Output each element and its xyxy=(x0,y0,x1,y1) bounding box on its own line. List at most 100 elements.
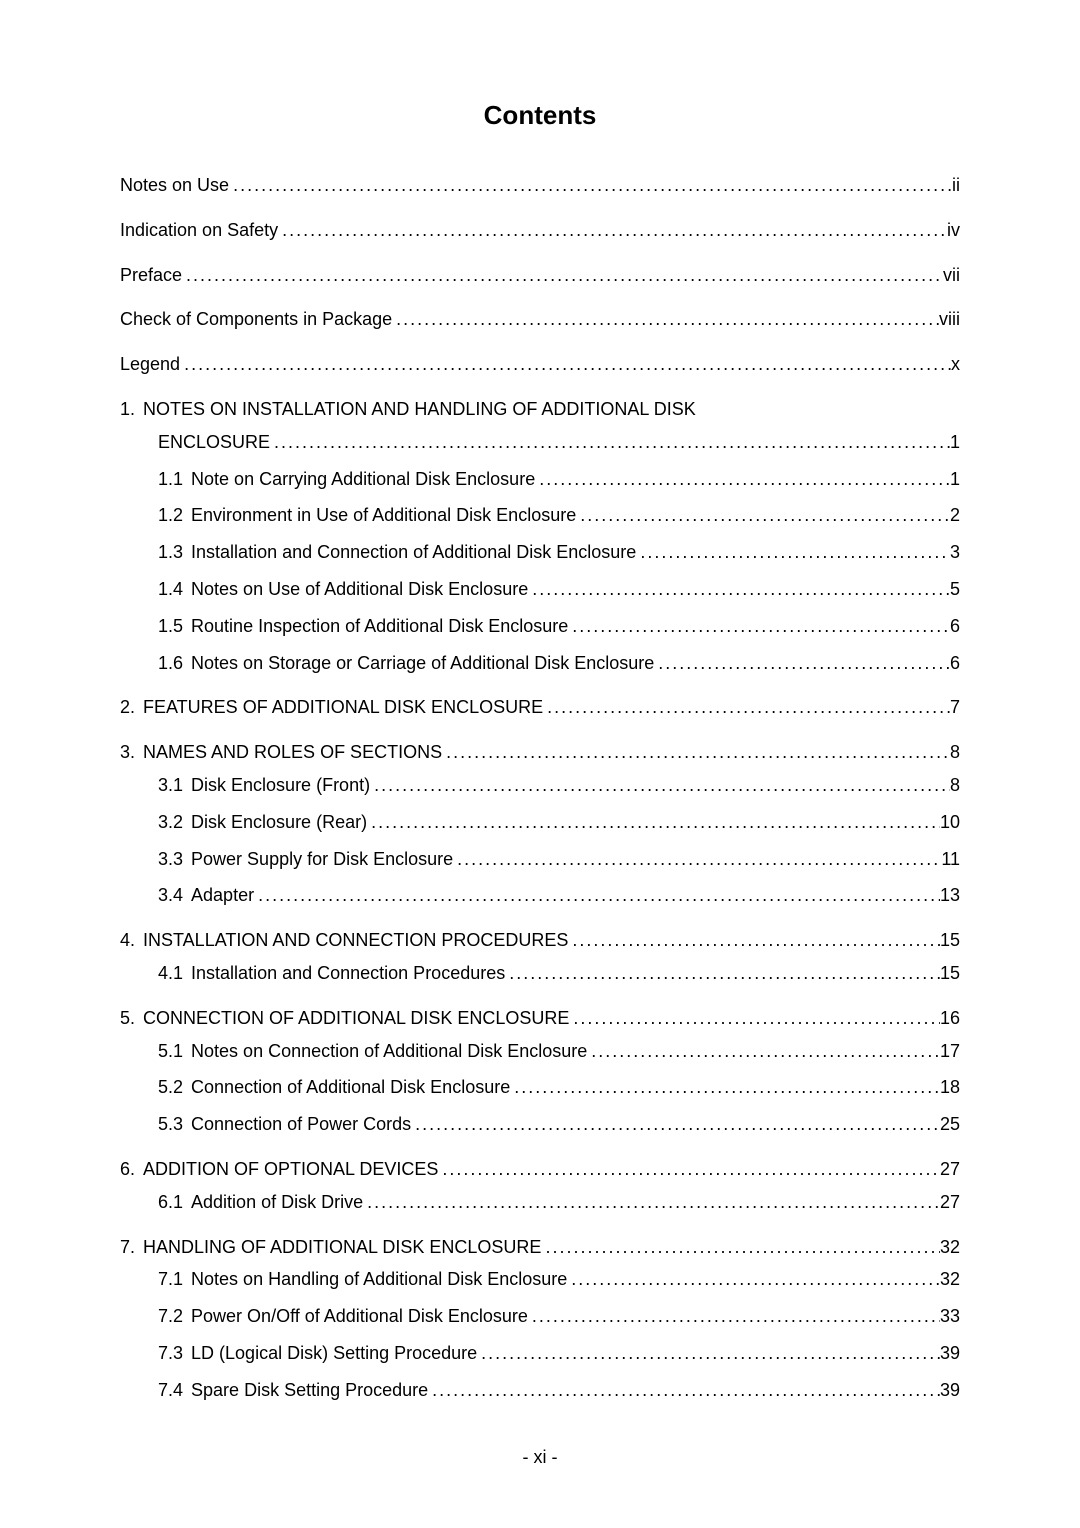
toc-leader: ........................................… xyxy=(363,1188,940,1217)
toc-section: 4.INSTALLATION AND CONNECTION PROCEDURES… xyxy=(120,926,960,988)
toc-page: 1 xyxy=(950,428,960,457)
toc-entry: Check of Components in Package..........… xyxy=(120,305,960,334)
toc-label: NAMES AND ROLES OF SECTIONS xyxy=(143,738,442,767)
toc-subsection-list: 6.1Addition of Disk Drive...............… xyxy=(120,1188,960,1217)
toc-number: 3.2 xyxy=(158,808,183,837)
toc-page: 3 xyxy=(950,538,960,567)
toc-leader: ........................................… xyxy=(254,881,940,910)
toc-page: 39 xyxy=(940,1376,960,1405)
toc-label: Spare Disk Setting Procedure xyxy=(191,1376,428,1405)
toc-subsection-list: 7.1 Notes on Handling of Additional Disk … xyxy=(120,1265,960,1404)
toc-label: Connection of Power Cords xyxy=(191,1110,411,1139)
toc-label: Legend xyxy=(120,350,180,379)
toc-label: Disk Enclosure (Rear) xyxy=(191,808,367,837)
toc-page: 11 xyxy=(941,845,960,874)
page-footer: - xi - xyxy=(0,1447,1080,1468)
toc-number: 3.1 xyxy=(158,771,183,800)
toc-entry: 3.NAMES AND ROLES OF SECTIONS...........… xyxy=(120,738,960,767)
toc-leader: ........................................… xyxy=(528,1302,940,1331)
toc-label: Preface xyxy=(120,261,182,290)
toc-leader: ........................................… xyxy=(541,1233,940,1262)
toc-leader: ........................................… xyxy=(543,693,950,722)
toc-page: 16 xyxy=(940,1004,960,1033)
toc-page: 27 xyxy=(940,1155,960,1184)
toc-entry: 4.INSTALLATION AND CONNECTION PROCEDURES… xyxy=(120,926,960,955)
toc-number: 3.4 xyxy=(158,881,183,910)
toc-page: iv xyxy=(947,216,960,245)
toc-page: 17 xyxy=(940,1037,960,1066)
front-matter-list: Notes on Use............................… xyxy=(120,171,960,379)
toc-number: 2. xyxy=(120,693,135,722)
toc-label: ENCLOSURE xyxy=(158,428,270,457)
toc-number: 3.3 xyxy=(158,845,183,874)
toc-page: 1 xyxy=(950,465,960,494)
toc-label: Indication on Safety xyxy=(120,216,278,245)
toc-subsection-list: 1.1 Note on Carrying Additional Disk Encl… xyxy=(120,465,960,678)
toc-number: 7.2 xyxy=(158,1302,183,1331)
toc-page: 15 xyxy=(940,926,960,955)
toc-page: vii xyxy=(943,261,960,290)
toc-leader: ........................................… xyxy=(392,305,939,334)
toc-leader: ........................................… xyxy=(278,216,947,245)
toc-entry: 1.4Notes on Use of Additional Disk Enclo… xyxy=(158,575,960,604)
toc-number: 5.3 xyxy=(158,1110,183,1139)
toc-number: 6.1 xyxy=(158,1188,183,1217)
toc-label: Routine Inspection of Additional Disk En… xyxy=(191,612,568,641)
toc-leader: ........................................… xyxy=(567,1265,940,1294)
toc-section: 7.HANDLING OF ADDITIONAL DISK ENCLOSURE.… xyxy=(120,1233,960,1405)
toc-entry: 4.1Installation and Connection Procedure… xyxy=(158,959,960,988)
toc-label: Notes on Storage or Carriage of Addition… xyxy=(191,649,654,678)
toc-label: Notes on Connection of Additional Disk E… xyxy=(191,1037,587,1066)
toc-section: 5.CONNECTION OF ADDITIONAL DISK ENCLOSUR… xyxy=(120,1004,960,1139)
toc-entry: Legend..................................… xyxy=(120,350,960,379)
toc-number: 1. xyxy=(120,395,135,424)
toc-entry: 3.1Disk Enclosure (Front)...............… xyxy=(158,771,960,800)
toc-label: Notes on Handling of Additional Disk Enc… xyxy=(191,1265,567,1294)
toc-section: 3. NAMES AND ROLES OF SECTIONS...........… xyxy=(120,738,960,910)
toc-entry: 6.ADDITION OF OPTIONAL DEVICES..........… xyxy=(120,1155,960,1184)
toc-page: 5 xyxy=(950,575,960,604)
toc-number: 1.2 xyxy=(158,501,183,530)
toc-page: 32 xyxy=(940,1233,960,1262)
toc-number: 5. xyxy=(120,1004,135,1033)
toc-number: 1.1 xyxy=(158,465,183,494)
toc-page: 27 xyxy=(940,1188,960,1217)
toc-section: 6.ADDITION OF OPTIONAL DEVICES..........… xyxy=(120,1155,960,1217)
toc-entry: 2.FEATURES OF ADDITIONAL DISK ENCLOSURE.… xyxy=(120,693,960,722)
toc-entry: 7.2Power On/Off of Additional Disk Enclo… xyxy=(158,1302,960,1331)
toc-entry: 7.HANDLING OF ADDITIONAL DISK ENCLOSURE.… xyxy=(120,1233,960,1262)
toc-label: ADDITION OF OPTIONAL DEVICES xyxy=(143,1155,438,1184)
toc-label: LD (Logical Disk) Setting Procedure xyxy=(191,1339,477,1368)
toc-page: x xyxy=(951,350,960,379)
toc-leader: ........................................… xyxy=(576,501,950,530)
toc-subsection-list: 5.1Notes on Connection of Additional Dis… xyxy=(120,1037,960,1139)
toc-leader: ........................................… xyxy=(528,575,950,604)
toc-page: 6 xyxy=(950,649,960,678)
toc-subsection-list: 4.1Installation and Connection Procedure… xyxy=(120,959,960,988)
toc-entry: 1.3Installation and Connection of Additi… xyxy=(158,538,960,567)
toc-label: Adapter xyxy=(191,881,254,910)
toc-section: 2.FEATURES OF ADDITIONAL DISK ENCLOSURE.… xyxy=(120,693,960,722)
toc-entry: Notes on Use............................… xyxy=(120,171,960,200)
toc-number: 3. xyxy=(120,738,135,767)
toc-number: 7. xyxy=(120,1233,135,1262)
toc-leader: ........................................… xyxy=(411,1110,940,1139)
toc-label: Connection of Additional Disk Enclosure xyxy=(191,1073,510,1102)
toc-page: ii xyxy=(952,171,960,200)
toc-label: Environment in Use of Additional Disk En… xyxy=(191,501,576,530)
toc-page: 8 xyxy=(950,771,960,800)
toc-number: 7.1 xyxy=(158,1265,183,1294)
toc-page: viii xyxy=(939,305,960,334)
toc-page: 32 xyxy=(940,1265,960,1294)
toc-entry: 5.3 Connection of Power Cords............… xyxy=(158,1110,960,1139)
toc-number: 7.3 xyxy=(158,1339,183,1368)
toc-label: Disk Enclosure (Front) xyxy=(191,771,370,800)
toc-entry: ENCLOSURE...............................… xyxy=(120,428,960,457)
toc-number: 7.4 xyxy=(158,1376,183,1405)
toc-page: 39 xyxy=(940,1339,960,1368)
toc-label: Note on Carrying Additional Disk Enclosu… xyxy=(191,465,535,494)
toc-page: 33 xyxy=(940,1302,960,1331)
toc-page: 25 xyxy=(940,1110,960,1139)
toc-page: 15 xyxy=(940,959,960,988)
toc-leader: ........................................… xyxy=(568,612,950,641)
